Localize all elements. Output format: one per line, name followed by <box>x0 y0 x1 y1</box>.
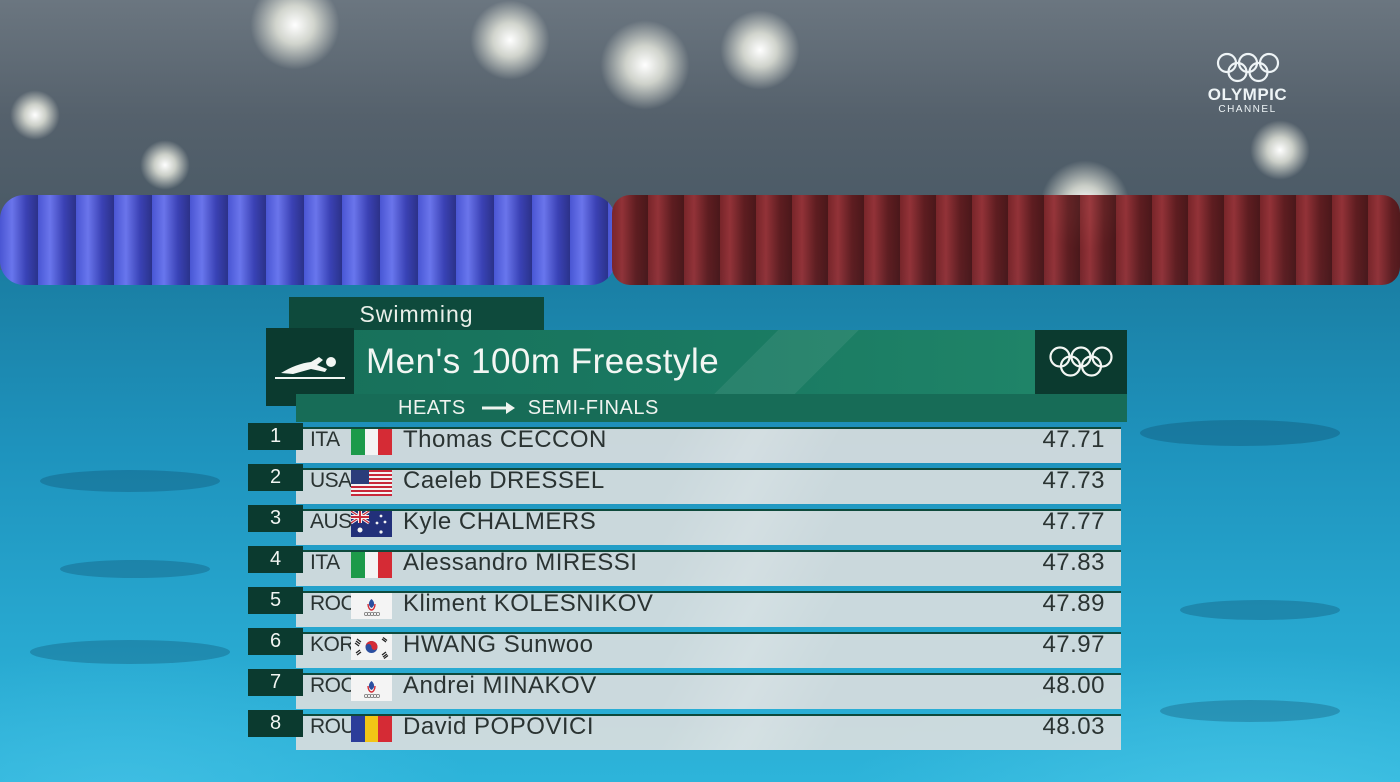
rings-box <box>1035 330 1127 394</box>
caustic-ripple <box>1180 600 1340 620</box>
result-row: 6 KOR HWANG Sunwoo 47.97 <box>248 628 1123 669</box>
result-bar <box>296 632 1121 668</box>
flag-korea-icon <box>351 634 392 660</box>
result-bar <box>296 427 1121 463</box>
sport-label: Swimming <box>289 297 544 331</box>
flag-usa-icon <box>351 470 392 496</box>
caustic-ripple <box>40 470 220 492</box>
result-row: 5 ROC Kliment KOLESNIKOV 47.89 <box>248 587 1123 628</box>
caustic-ripple <box>1160 700 1340 722</box>
flag-romania-icon <box>351 716 392 742</box>
rank: 7 <box>248 669 303 696</box>
result-bar <box>296 468 1121 504</box>
result-time: 47.71 <box>1042 426 1105 453</box>
noc-code: ROU <box>310 715 356 738</box>
phase-to: SEMI-FINALS <box>527 396 659 419</box>
flag-italy-icon <box>351 552 392 578</box>
result-row: 2 USA Caeleb DRESSEL 47.73 <box>248 464 1123 505</box>
result-time: 48.00 <box>1042 672 1105 699</box>
results-list: 1 ITA Thomas CECCON 47.71 2 USA Caeleb D… <box>248 423 1123 751</box>
result-row: 8 ROU David POPOVICI 48.03 <box>248 710 1123 751</box>
swimmer-icon <box>275 357 345 379</box>
result-row: 7 ROC Andrei MINAKOV 48.00 <box>248 669 1123 710</box>
flag-roc-icon <box>351 593 392 619</box>
broadcaster-name: OLYMPIC <box>1207 85 1288 104</box>
result-time: 48.03 <box>1042 713 1105 740</box>
flag-australia-icon <box>351 511 392 537</box>
arrow-right-icon <box>481 401 516 415</box>
result-time: 47.83 <box>1042 549 1105 576</box>
event-title: Men's 100m Freestyle <box>366 342 720 381</box>
olympic-rings-icon <box>1216 52 1279 83</box>
lane-rope-blue <box>0 195 615 285</box>
noc-code: ROC <box>310 592 356 615</box>
overhead-light <box>1250 120 1310 180</box>
overhead-light <box>10 90 60 140</box>
rank: 2 <box>248 464 303 491</box>
phase-from: HEATS <box>398 396 466 419</box>
event-title-bar: Men's 100m Freestyle <box>296 330 1036 394</box>
caustic-ripple <box>30 640 230 664</box>
athlete-name: David POPOVICI <box>403 713 595 740</box>
rank: 8 <box>248 710 303 737</box>
overhead-light <box>140 140 190 190</box>
noc-code: USA <box>310 469 352 492</box>
noc-code: AUS <box>310 510 352 533</box>
rank: 5 <box>248 587 303 614</box>
result-bar <box>296 509 1121 545</box>
athlete-name: Alessandro MIRESSI <box>403 549 638 576</box>
result-time: 47.77 <box>1042 508 1105 535</box>
athlete-name: Andrei MINAKOV <box>403 672 597 699</box>
result-row: 4 ITA Alessandro MIRESSI 47.83 <box>248 546 1123 587</box>
result-bar <box>296 714 1121 750</box>
athlete-name: Kliment KOLESNIKOV <box>403 590 654 617</box>
olympic-channel-logo: OLYMPIC CHANNEL <box>1190 52 1305 115</box>
athlete-name: Caeleb DRESSEL <box>403 467 605 494</box>
athlete-name: HWANG Sunwoo <box>403 631 594 658</box>
rank: 3 <box>248 505 303 532</box>
result-row: 1 ITA Thomas CECCON 47.71 <box>248 423 1123 464</box>
olympic-rings-icon <box>1049 346 1113 377</box>
caustic-ripple <box>60 560 210 578</box>
result-time: 47.73 <box>1042 467 1105 494</box>
broadcaster-subname: CHANNEL <box>1218 104 1277 115</box>
overhead-light <box>470 0 550 80</box>
overhead-light <box>720 10 800 90</box>
caustic-ripple <box>1140 420 1340 446</box>
overhead-light <box>600 20 690 110</box>
lane-rope-red <box>612 195 1400 285</box>
flag-italy-icon <box>351 429 392 455</box>
result-bar <box>296 550 1121 586</box>
result-row: 3 AUS Kyle CHALMERS 47.77 <box>248 505 1123 546</box>
noc-code: ITA <box>310 428 340 451</box>
rank: 6 <box>248 628 303 655</box>
phase-bar: HEATS SEMI-FINALS <box>296 394 1127 422</box>
athlete-name: Thomas CECCON <box>403 426 607 453</box>
result-bar <box>296 591 1121 627</box>
overhead-light <box>250 0 340 70</box>
athlete-name: Kyle CHALMERS <box>403 508 597 535</box>
rank: 1 <box>248 423 303 450</box>
noc-code: ROC <box>310 674 356 697</box>
result-time: 47.97 <box>1042 631 1105 658</box>
noc-code: KOR <box>310 633 355 656</box>
flag-roc-icon <box>351 675 392 701</box>
result-bar <box>296 673 1121 709</box>
rank: 4 <box>248 546 303 573</box>
swimmer-icon-box <box>266 328 354 406</box>
noc-code: ITA <box>310 551 340 574</box>
result-time: 47.89 <box>1042 590 1105 617</box>
